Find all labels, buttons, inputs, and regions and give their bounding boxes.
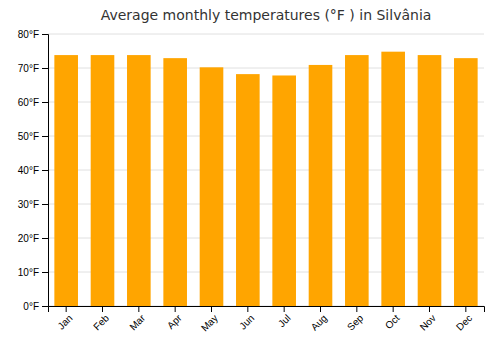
bar <box>163 58 187 306</box>
tick: 0°F <box>23 301 48 312</box>
tick: Mar <box>127 306 147 332</box>
tick-mark <box>42 34 48 35</box>
tick-mark <box>284 306 285 312</box>
tick-mark <box>356 306 357 312</box>
tick-mark <box>247 306 248 312</box>
grid-line <box>48 34 484 35</box>
axis-line <box>42 35 49 307</box>
tick-mark <box>429 306 430 312</box>
tick-label: Sep <box>345 312 366 333</box>
title: Average monthly temperatures (°F ) in Si… <box>101 7 432 23</box>
tick-mark <box>211 306 212 312</box>
tick-label: 20°F <box>18 233 39 244</box>
tick-mark <box>42 306 48 307</box>
tick-mark <box>66 306 67 312</box>
tick-label: Aug <box>309 312 329 332</box>
bar <box>418 55 442 306</box>
tick: 70°F <box>18 63 48 74</box>
bar <box>200 67 224 306</box>
chart: 0°F 10°F 20°F 30°F 40°F 50°F 60°F 70°F 80°F Jan Fe… <box>0 0 500 350</box>
tick-mark <box>42 272 48 273</box>
bar <box>54 55 78 306</box>
bar <box>381 52 405 306</box>
tick: Dec <box>454 306 474 333</box>
tick: 40°F <box>18 165 48 176</box>
tick-mark <box>42 204 48 205</box>
tick-mark <box>42 136 48 137</box>
tick-mark <box>102 306 103 312</box>
tick: Oct <box>383 306 402 331</box>
bar <box>345 55 369 306</box>
tick-label: Dec <box>454 312 474 332</box>
tick: 20°F <box>18 233 48 244</box>
tick-mark <box>175 306 176 312</box>
tick: Nov <box>418 306 438 333</box>
tick-label: Nov <box>418 312 438 332</box>
tick-mark <box>42 238 48 239</box>
tick: Feb <box>91 306 111 332</box>
tick-mark <box>42 170 48 171</box>
bar <box>236 74 260 306</box>
tick-mark <box>42 68 48 69</box>
tick: Aug <box>309 306 329 333</box>
bar <box>272 75 296 306</box>
axis-line <box>49 307 485 313</box>
tick: Jun <box>237 306 256 332</box>
plot: 0°F 10°F 20°F 30°F 40°F 50°F 60°F 70°F 80°F Jan Fe… <box>18 29 485 334</box>
bar <box>91 55 115 306</box>
bar <box>309 65 333 306</box>
tick: Jul <box>276 306 293 329</box>
grid <box>48 34 484 306</box>
tick: 80°F <box>18 29 48 40</box>
tick: Jan <box>55 306 74 332</box>
bar <box>127 55 151 306</box>
tick-label: 60°F <box>18 97 39 108</box>
tick: 60°F <box>18 97 48 108</box>
tick-label: Oct <box>383 312 402 331</box>
tick: 30°F <box>18 199 48 210</box>
tick-mark <box>393 306 394 312</box>
tick: 10°F <box>18 267 48 278</box>
x-axis: Jan Feb Mar Apr May Jun Jul Aug Sep Oct Nov Dec <box>49 306 485 334</box>
tick-mark <box>320 306 321 312</box>
tick-label: Jan <box>55 312 74 331</box>
tick-label: 80°F <box>18 29 39 40</box>
tick-label: Apr <box>165 312 184 331</box>
tick-label: May <box>199 312 220 333</box>
bars <box>54 52 477 306</box>
tick-label: Jul <box>276 312 293 329</box>
tick-label: 0°F <box>23 301 39 312</box>
tick: Apr <box>165 306 184 331</box>
tick-label: 70°F <box>18 63 39 74</box>
tick: Sep <box>345 306 366 333</box>
tick-label: Feb <box>91 312 111 332</box>
tick-label: Mar <box>127 312 147 332</box>
tick-label: 30°F <box>18 199 39 210</box>
tick-mark <box>42 102 48 103</box>
bar <box>454 58 478 306</box>
tick-label: 40°F <box>18 165 39 176</box>
tick-mark <box>138 306 139 312</box>
tick-label: 50°F <box>18 131 39 142</box>
tick: May <box>199 306 220 334</box>
tick-label: 10°F <box>18 267 39 278</box>
tick-mark <box>465 306 466 312</box>
tick: 50°F <box>18 131 48 142</box>
tick-label: Jun <box>237 312 256 331</box>
y-axis: 0°F 10°F 20°F 30°F 40°F 50°F 60°F 70°F 80°F <box>18 29 49 312</box>
